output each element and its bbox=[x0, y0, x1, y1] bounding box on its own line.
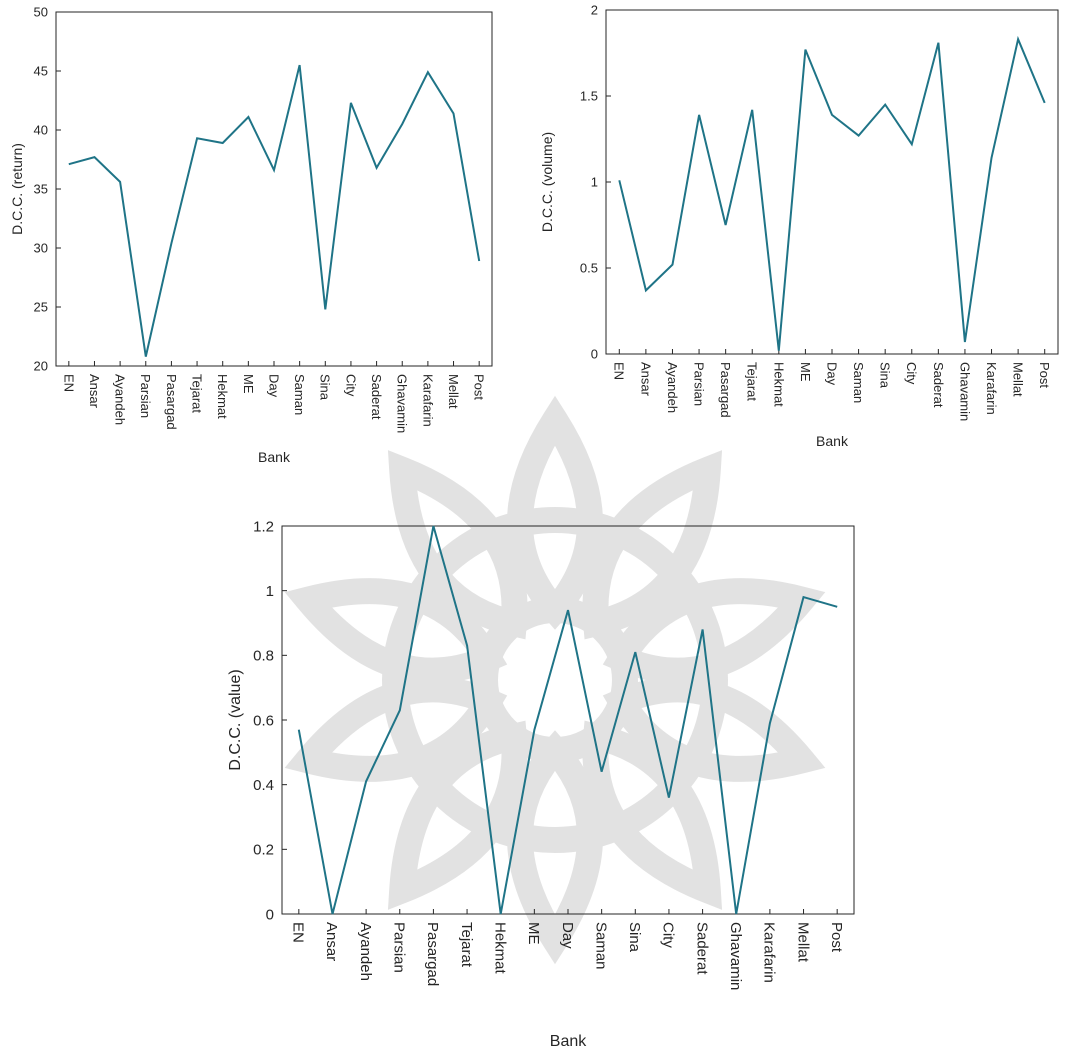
x-tick-label: Day bbox=[266, 374, 281, 398]
x-axis-label: Bank bbox=[816, 433, 849, 449]
x-tick-label: ME bbox=[798, 362, 813, 382]
y-tick-label: 1 bbox=[266, 583, 274, 600]
y-tick-label: 1.5 bbox=[580, 89, 598, 104]
chart-return: 20 25 30 35 40 45 50 EN Ansar Ayandeh Parsian Pasar… bbox=[0, 0, 520, 470]
y-tick-label: 0.4 bbox=[253, 777, 274, 794]
x-tick-label: Saman bbox=[592, 922, 609, 970]
x-tick-label: Tejarat bbox=[745, 362, 760, 401]
x-tick-label: Tejarat bbox=[458, 922, 475, 968]
y-tick-label: 1.2 bbox=[253, 518, 274, 535]
chart-value: 0 0.2 0.4 0.6 0.8 1 1.2 EN Ansar Ayandeh Parsian Pa… bbox=[200, 490, 900, 1050]
y-tick-label: 0.2 bbox=[253, 842, 274, 859]
x-tick-label: Hekmat bbox=[215, 374, 230, 419]
watermark-seal bbox=[230, 395, 880, 1050]
x-tick-label: Hekmat bbox=[491, 922, 508, 975]
y-tick-label: 0 bbox=[591, 347, 598, 362]
y-tick-label: 25 bbox=[34, 300, 48, 315]
chart-volume: 0 0.5 1 1.5 2 EN Ansar Ayandeh Parsian Pasargad Te… bbox=[520, 0, 1078, 470]
y-tick-label: 50 bbox=[34, 5, 48, 20]
y-tick-label: 2 bbox=[591, 3, 598, 18]
x-tick-label: Pasargad bbox=[424, 922, 441, 986]
y-tick-label: 0.5 bbox=[580, 261, 598, 276]
y-tick-label: 1 bbox=[591, 175, 598, 190]
x-tick-label: Tejarat bbox=[190, 374, 205, 413]
plot-area-frame bbox=[605, 9, 1059, 355]
x-tick-label: Karafarin bbox=[761, 922, 778, 983]
x-tick-label: ME bbox=[525, 922, 542, 945]
x-tick-label: Ghavamin bbox=[395, 374, 410, 433]
x-tick-label: EN bbox=[612, 362, 627, 380]
x-tick-label: Ansar bbox=[323, 922, 340, 961]
y-tick-label: 0.6 bbox=[253, 712, 274, 729]
x-tick-label: EN bbox=[61, 374, 76, 392]
x-tick-label: Saderat bbox=[931, 362, 946, 408]
x-tick-label: Post bbox=[828, 922, 845, 953]
x-tick-label: Day bbox=[559, 922, 576, 949]
x-tick-label: Parsian bbox=[692, 362, 707, 406]
y-axis-label: D.C.C. (value) bbox=[227, 669, 244, 770]
chart-value-svg: 0 0.2 0.4 0.6 0.8 1 1.2 EN Ansar Ayandeh Parsian Pa… bbox=[227, 518, 855, 1050]
x-tick-label: Karafarin bbox=[984, 362, 999, 415]
y-tick-label: 45 bbox=[34, 64, 48, 79]
x-tick-label: Mellat bbox=[794, 922, 811, 963]
x-axis-label: Bank bbox=[258, 449, 291, 465]
x-tick-label: Saderat bbox=[693, 922, 710, 975]
x-tick-label: Saman bbox=[292, 374, 307, 415]
y-axis-label: D.C.C. (return) bbox=[9, 143, 25, 235]
series-line bbox=[68, 64, 481, 357]
y-tick-label: 20 bbox=[34, 359, 48, 374]
x-tick-label: Ayandeh bbox=[665, 362, 680, 413]
y-tick-label: 0.8 bbox=[253, 648, 274, 665]
series-line bbox=[618, 35, 1046, 351]
x-tick-label: Day bbox=[824, 362, 839, 386]
x-tick-label: Post bbox=[1037, 362, 1052, 388]
x-tick-label: EN bbox=[290, 922, 307, 943]
y-tick-label: 40 bbox=[34, 123, 48, 138]
x-tick-label: City bbox=[904, 362, 919, 385]
x-tick-label: Parsian bbox=[391, 922, 408, 973]
x-tick-label: Ayandeh bbox=[357, 922, 374, 981]
x-tick-label: Pasargad bbox=[718, 362, 733, 418]
x-tick-label: Ansar bbox=[638, 362, 653, 397]
x-tick-label: Saderat bbox=[369, 374, 384, 420]
chart-return-svg: 20 25 30 35 40 45 50 EN Ansar Ayandeh Parsian Pasar… bbox=[9, 5, 493, 465]
series-line bbox=[297, 525, 838, 915]
plot-area-frame bbox=[281, 525, 855, 915]
x-tick-label: Sina bbox=[318, 374, 333, 401]
x-tick-label: Ghavamin bbox=[727, 922, 744, 990]
x-tick-label: Sina bbox=[626, 922, 643, 953]
y-axis-label: D.C.C. (volume) bbox=[539, 132, 555, 232]
x-tick-label: Mellat bbox=[1011, 362, 1026, 397]
x-tick-label: Hekmat bbox=[771, 362, 786, 407]
x-tick-label: Ayandeh bbox=[113, 374, 128, 425]
y-tick-label: 0 bbox=[266, 906, 274, 923]
x-tick-label: Saman bbox=[851, 362, 866, 403]
x-tick-label: ME bbox=[241, 374, 256, 394]
y-tick-label: 30 bbox=[34, 241, 48, 256]
x-tick-label: City bbox=[343, 374, 358, 397]
x-tick-label: Pasargad bbox=[164, 374, 179, 430]
x-tick-label: Ghavamin bbox=[957, 362, 972, 421]
y-tick-label: 35 bbox=[34, 182, 48, 197]
chart-volume-svg: 0 0.5 1 1.5 2 EN Ansar Ayandeh Parsian Pasargad Te… bbox=[539, 3, 1059, 449]
x-tick-label: Ansar bbox=[87, 374, 102, 409]
x-tick-label: Parsian bbox=[138, 374, 153, 418]
x-tick-label: City bbox=[660, 922, 677, 948]
x-axis-label: Bank bbox=[550, 1033, 587, 1050]
x-tick-label: Sina bbox=[878, 362, 893, 389]
x-tick-label: Karafarin bbox=[420, 374, 435, 427]
x-tick-label: Mellat bbox=[446, 374, 461, 409]
x-tick-label: Post bbox=[472, 374, 487, 400]
